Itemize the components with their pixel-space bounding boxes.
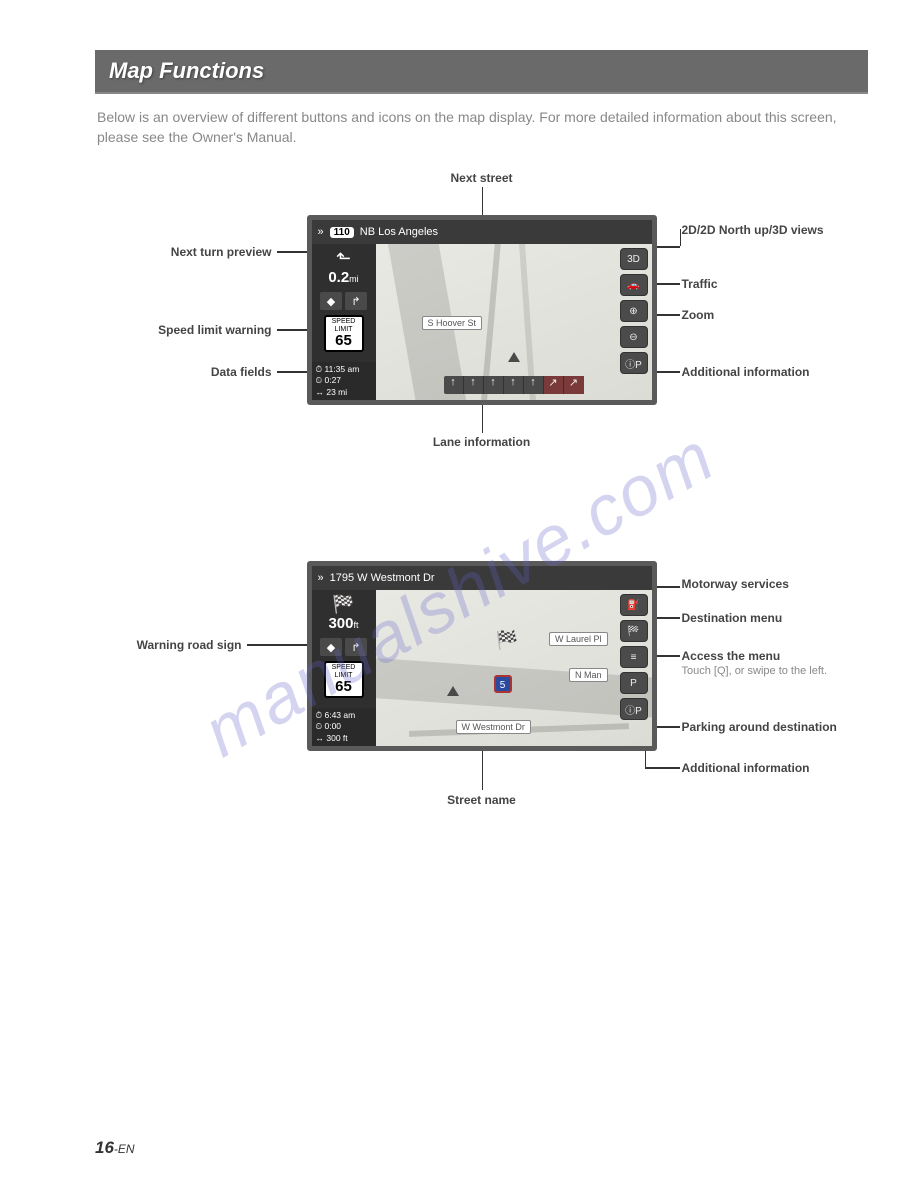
street-pill-man: N Man xyxy=(569,668,608,682)
vehicle-cursor-icon-2 xyxy=(447,686,459,696)
next-street-text: NB Los Angeles xyxy=(360,226,438,238)
callout-data-fields: Data fields xyxy=(97,365,272,379)
route-shield: 110 xyxy=(330,227,354,238)
callout-warning-sign: Warning road sign xyxy=(67,638,242,652)
arrow-icon: » xyxy=(318,226,324,238)
callout-access-menu-sub: Touch [Q], or swipe to the left. xyxy=(682,665,828,677)
callout-destination-menu: Destination menu xyxy=(682,611,783,625)
destination-flag-map-icon: 🏁 xyxy=(496,630,518,651)
callout-addl-info-2: Additional information xyxy=(682,761,810,775)
callout-views: 2D/2D North up/3D views xyxy=(682,223,824,237)
callout-parking: Parking around destination xyxy=(682,720,837,734)
street-pill: S Hoover St xyxy=(422,316,483,330)
page-number: 16-EN xyxy=(95,1138,135,1158)
section-title: Map Functions xyxy=(95,50,868,94)
map-area-1[interactable]: S Hoover St ↑↑↑↑↑↗↗ xyxy=(376,244,652,400)
street-pill-westmont: W Westmont Dr xyxy=(456,720,531,734)
callout-next-street: Next street xyxy=(450,171,512,185)
data-fields-2[interactable]: ⏱ 6:43 am ⏲ 0:00 ↔ 300 ft xyxy=(312,708,376,746)
topbar-1: » 110 NB Los Angeles xyxy=(312,220,652,244)
turn-unit-2: ft xyxy=(354,620,359,630)
turn-distance-2: 300 xyxy=(328,615,353,632)
arrow-icon: » xyxy=(318,572,324,584)
vehicle-cursor-icon xyxy=(508,352,520,362)
warning-icon[interactable]: ◆ xyxy=(320,292,342,310)
callout-speed-limit: Speed limit warning xyxy=(97,323,272,337)
zoom-out-button[interactable]: ⊖ xyxy=(620,326,648,348)
document-page: Map Functions Below is an overview of di… xyxy=(0,0,918,1188)
view-mode-button[interactable]: 3D xyxy=(620,248,648,270)
destination-flag-icon: 🏁 xyxy=(316,594,372,615)
destination-menu-button[interactable]: 🏁 xyxy=(620,620,648,642)
info-button[interactable]: ⓘP xyxy=(620,352,648,374)
warning-road-sign-icon[interactable]: ◆ xyxy=(320,638,342,656)
right-button-stack-2: ⛽ 🏁 ≡ P ⓘP xyxy=(620,594,648,720)
turn-preview-2[interactable]: 🏁 300ft xyxy=(312,590,376,636)
data-fields[interactable]: ⏱ 11:35 am ⏲ 0:27 ↔ 23 mi xyxy=(312,362,376,400)
turn-distance: 0.2 xyxy=(328,269,349,286)
callout-traffic: Traffic xyxy=(682,277,718,291)
topbar-2: » 1795 W Westmont Dr xyxy=(312,566,652,590)
callout-lane-info: Lane information xyxy=(433,435,530,449)
callout-next-turn: Next turn preview xyxy=(97,245,272,259)
speed-limit-sign-2: SPEEDLIMIT 65 xyxy=(324,661,364,697)
traffic-button[interactable]: 🚗 xyxy=(620,274,648,296)
intro-text: Below is an overview of different button… xyxy=(97,108,866,147)
turn-preview[interactable]: ⬑ 0.2mi xyxy=(312,244,376,290)
info-p-button[interactable]: ⓘP xyxy=(620,698,648,720)
callout-zoom: Zoom xyxy=(682,308,715,322)
zoom-in-button[interactable]: ⊕ xyxy=(620,300,648,322)
next-street-text-2: 1795 W Westmont Dr xyxy=(330,572,435,584)
menu-button[interactable]: ≡ xyxy=(620,646,648,668)
left-panel-1: ⬑ 0.2mi ◆ ↱ SPEEDLIMIT 65 ⏱ 11:35 am ⏲ 0… xyxy=(312,244,376,400)
callout-motorway: Motorway services xyxy=(682,577,789,591)
motorway-services-button[interactable]: ⛽ xyxy=(620,594,648,616)
interstate-shield-icon: 5 xyxy=(494,675,512,693)
parking-button[interactable]: P xyxy=(620,672,648,694)
street-pill-laurel: W Laurel Pl xyxy=(549,632,608,646)
left-panel-2: 🏁 300ft ◆ ↱ SPEEDLIMIT 65 ⏱ 6:43 am ⏲ 0:… xyxy=(312,590,376,746)
figure-2: Warning road sign Motorway services Dest… xyxy=(97,545,867,845)
turn-unit: mi xyxy=(349,274,359,284)
figure-1: Next street Next turn preview Speed limi… xyxy=(97,175,867,475)
lane-bar: ↑↑↑↑↑↗↗ xyxy=(444,376,584,394)
callout-addl-info-1: Additional information xyxy=(682,365,810,379)
turn-icon[interactable]: ↱ xyxy=(345,292,367,310)
turn-icon-2[interactable]: ↱ xyxy=(345,638,367,656)
nav-device-1: » 110 NB Los Angeles ⬑ 0.2mi ◆ ↱ SPEEDLI… xyxy=(307,215,657,405)
speed-limit-sign: SPEEDLIMIT 65 xyxy=(324,315,364,351)
nav-device-2: » 1795 W Westmont Dr 🏁 300ft ◆ ↱ SPEEDLI… xyxy=(307,561,657,751)
map-area-2[interactable]: W Laurel Pl N Man W Westmont Dr 5 🏁 xyxy=(376,590,652,746)
callout-access-menu: Access the menu Touch [Q], or swipe to t… xyxy=(682,649,828,677)
callout-street-name: Street name xyxy=(447,793,516,807)
right-button-stack-1: 3D 🚗 ⊕ ⊖ ⓘP xyxy=(620,248,648,374)
